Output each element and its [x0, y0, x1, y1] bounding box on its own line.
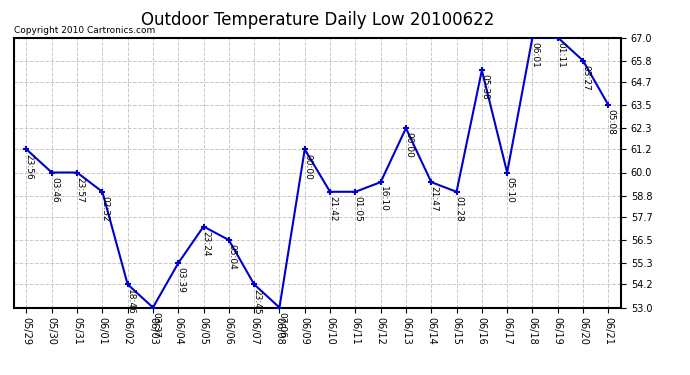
Text: 05:38: 05:38: [480, 75, 489, 100]
Text: 03:27: 03:27: [582, 65, 591, 90]
Text: 21:42: 21:42: [328, 196, 337, 222]
Text: 06:01: 06:01: [531, 42, 540, 68]
Text: 02:32: 02:32: [101, 196, 110, 222]
Text: 05:04: 05:04: [227, 244, 236, 270]
Text: 01:11: 01:11: [556, 42, 565, 68]
Text: 00:00: 00:00: [303, 153, 312, 179]
Text: 01:05: 01:05: [354, 196, 363, 222]
Text: 23:45: 23:45: [253, 288, 262, 314]
Text: 23:57: 23:57: [75, 177, 84, 203]
Text: 00:00: 00:00: [404, 132, 413, 158]
Text: 16:10: 16:10: [379, 186, 388, 212]
Text: 23:56: 23:56: [25, 153, 34, 179]
Text: 23:24: 23:24: [202, 231, 211, 256]
Text: 07:06: 07:06: [278, 312, 287, 338]
Text: 21:47: 21:47: [430, 186, 439, 212]
Text: Copyright 2010 Cartronics.com: Copyright 2010 Cartronics.com: [14, 26, 155, 35]
Text: 05:08: 05:08: [607, 109, 615, 135]
Text: 01:28: 01:28: [455, 196, 464, 222]
Text: 03:39: 03:39: [177, 267, 186, 293]
Text: Outdoor Temperature Daily Low 20100622: Outdoor Temperature Daily Low 20100622: [141, 11, 494, 29]
Text: 05:10: 05:10: [506, 177, 515, 203]
Text: 03:37: 03:37: [151, 312, 160, 338]
Text: 03:46: 03:46: [50, 177, 59, 203]
Text: 18:46: 18:46: [126, 288, 135, 314]
